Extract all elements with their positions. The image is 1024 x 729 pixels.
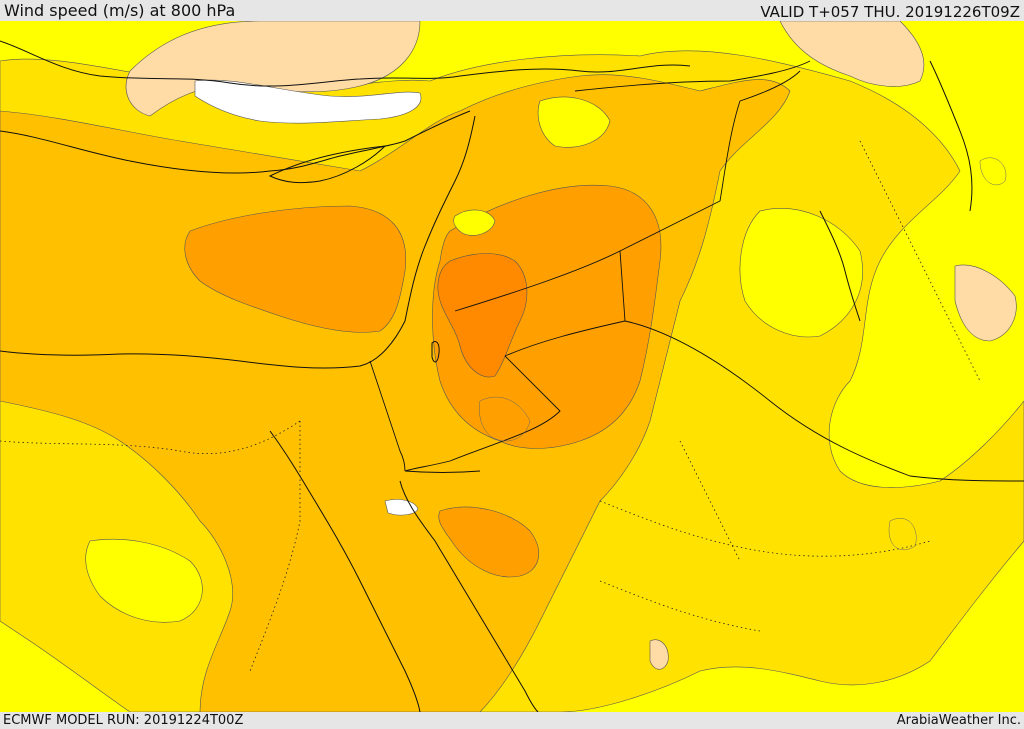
wind-speed-map[interactable] <box>0 21 1024 712</box>
red-sea-west-coast <box>269 430 421 712</box>
peach-region-red-sea <box>649 639 669 670</box>
yellow-pocket-saudi <box>739 208 863 338</box>
yellow-pocket-north-syria <box>453 209 496 236</box>
mediterranean-coastline <box>0 115 476 369</box>
peach-region-gulf <box>954 264 1017 342</box>
map-footer: ECMWF MODEL RUN: 20191224T00Z ArabiaWeat… <box>0 712 1024 729</box>
cyprus-outline <box>268 145 387 184</box>
yellow-pocket-west-egypt <box>85 538 203 623</box>
dark-orange-core <box>437 253 528 378</box>
country-borders <box>369 60 1024 482</box>
peach-region-turkey <box>125 21 421 117</box>
yellow-pocket-north-iraq <box>537 96 611 148</box>
valid-time-label: VALID T+057 THU. 20191226T09Z <box>760 3 1020 21</box>
orange-region-sinai <box>438 506 539 578</box>
white-patch-black-sea <box>194 79 422 124</box>
orange-region-levant <box>432 185 662 449</box>
model-run-label: ECMWF MODEL RUN: 20191224T00Z <box>3 713 244 728</box>
black-sea-coastline <box>0 40 691 87</box>
credit-label: ArabiaWeather Inc. <box>896 713 1021 728</box>
dotted-internal-borders <box>0 140 981 672</box>
orange-region-mediterranean <box>184 205 407 333</box>
red-sea-east-coast <box>399 480 539 712</box>
map-canvas <box>0 21 1024 712</box>
peach-region-caspian <box>779 21 925 87</box>
persian-gulf-coast <box>819 60 973 322</box>
dead-sea-outline <box>431 340 440 363</box>
map-title: Wind speed (m/s) at 800 hPa <box>4 1 236 20</box>
map-header: Wind speed (m/s) at 800 hPa VALID T+057 … <box>0 0 1024 21</box>
